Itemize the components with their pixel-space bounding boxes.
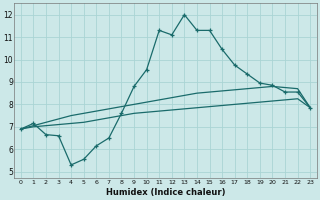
X-axis label: Humidex (Indice chaleur): Humidex (Indice chaleur) (106, 188, 225, 197)
